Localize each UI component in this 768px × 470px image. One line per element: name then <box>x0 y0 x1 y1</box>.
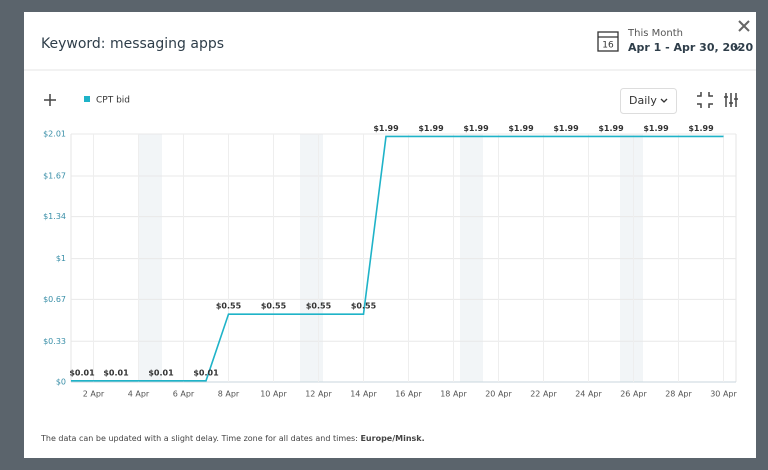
data-label: $1.99 <box>463 124 489 133</box>
legend-swatch <box>84 96 90 102</box>
y-tick-label: $1.34 <box>43 212 66 221</box>
x-tick-label: 10 Apr <box>260 390 287 399</box>
x-tick-label: 20 Apr <box>485 390 512 399</box>
weekend-band <box>620 134 643 382</box>
interval-label[interactable]: Daily <box>629 94 657 107</box>
footer-text: The data can be updated with a slight de… <box>40 434 358 443</box>
weekend-band <box>460 134 483 382</box>
y-tick-label: $2.01 <box>43 130 66 139</box>
y-tick-label: $0.67 <box>43 295 66 304</box>
calendar-icon: 16 <box>597 31 619 52</box>
data-label: $1.99 <box>553 124 579 133</box>
settings-button[interactable] <box>724 93 738 107</box>
x-tick-label: 30 Apr <box>710 390 737 399</box>
calendar-frame <box>597 31 619 52</box>
weekend-bands <box>139 134 643 382</box>
legend-label: CPT bid <box>96 96 130 106</box>
interval-dropdown[interactable] <box>620 88 677 114</box>
data-label: $0.01 <box>148 368 174 377</box>
weekend-band <box>300 134 323 382</box>
x-tick-label: 18 Apr <box>440 390 467 399</box>
x-tick-label: 12 Apr <box>305 390 332 399</box>
x-tick-label: 4 Apr <box>128 390 150 399</box>
date-range[interactable]: Apr 1 - Apr 30, 2020 <box>628 41 753 54</box>
period-label: This Month <box>627 28 683 39</box>
data-label: $0.55 <box>351 302 377 311</box>
x-tick-label: 8 Apr <box>218 390 240 399</box>
data-label: $1.99 <box>598 124 624 133</box>
data-label: $1.99 <box>418 124 444 133</box>
x-tick-label: 28 Apr <box>665 390 692 399</box>
x-tick-label: 16 Apr <box>395 390 422 399</box>
y-tick-label: $1.67 <box>43 171 66 180</box>
add-button[interactable] <box>44 94 56 106</box>
data-label: $0.55 <box>261 302 287 311</box>
data-label: $0.55 <box>306 302 332 311</box>
x-tick-label: 22 Apr <box>530 390 557 399</box>
dropdown-chevron[interactable] <box>660 98 668 103</box>
data-label: $1.99 <box>373 124 399 133</box>
series-line <box>71 135 724 382</box>
data-label: $1.99 <box>508 124 534 133</box>
y-tick-label: $0.33 <box>43 337 66 346</box>
data-label: $0.01 <box>103 368 129 377</box>
x-tick-label: 2 Apr <box>83 390 105 399</box>
data-label: $0.01 <box>69 368 95 377</box>
footer-zone: Europe/Minsk. <box>360 434 424 443</box>
y-tick-label: $0 <box>56 378 66 387</box>
footer-note: The data can be updated with a slight de… <box>40 434 425 443</box>
calendar-day: 16 <box>602 41 614 51</box>
x-tick-label: 6 Apr <box>173 390 195 399</box>
x-tick-label: 26 Apr <box>620 390 647 399</box>
data-label: $1.99 <box>643 124 669 133</box>
range-chevron[interactable] <box>733 45 741 51</box>
collapse-button[interactable] <box>697 92 713 108</box>
modal-title: Keyword: messaging apps <box>41 36 224 52</box>
data-label: $1.99 <box>688 124 714 133</box>
y-tick-label: $1 <box>56 254 66 263</box>
data-label: $0.55 <box>216 302 242 311</box>
weekend-band <box>139 134 162 382</box>
data-label: $0.01 <box>193 368 219 377</box>
x-tick-label: 14 Apr <box>350 390 377 399</box>
close-button[interactable] <box>738 20 750 32</box>
x-tick-label: 24 Apr <box>575 390 602 399</box>
